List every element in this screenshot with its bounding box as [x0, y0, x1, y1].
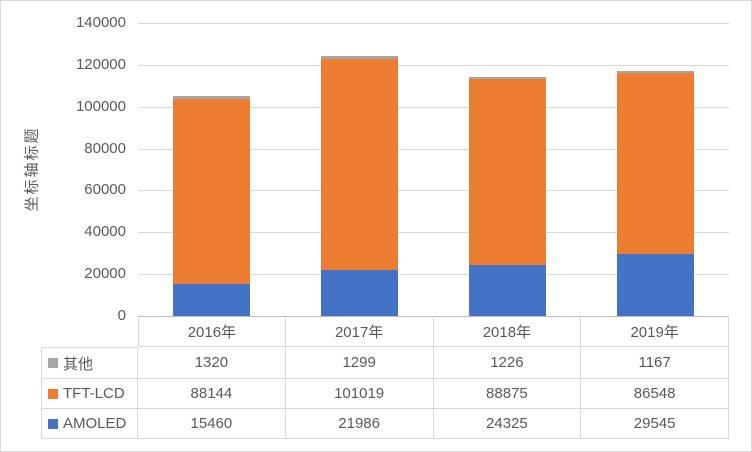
y-tick-label: 140000 — [75, 14, 126, 31]
table-value-cell: 1226 — [433, 347, 582, 379]
table-value-cell: 86548 — [581, 379, 729, 409]
table-row-label: AMOLED — [41, 409, 138, 439]
y-gridline — [138, 64, 729, 66]
series-name: 其他 — [63, 355, 94, 373]
table-value-cell: 15460 — [138, 409, 286, 439]
legend-swatch-icon — [48, 358, 58, 368]
table-value-cell: 1320 — [138, 347, 286, 379]
table-header-cell: 2016年 — [138, 316, 286, 347]
y-tick-label: 20000 — [84, 265, 126, 283]
bar-segment — [173, 99, 251, 284]
y-gridline — [138, 106, 729, 108]
table-row-label: TFT-LCD — [41, 379, 138, 409]
y-gridline — [138, 274, 729, 276]
y-gridline — [138, 23, 729, 24]
table-value-cell: 24325 — [433, 409, 582, 439]
legend-swatch-icon — [48, 418, 58, 429]
y-tick-label: 0 — [117, 307, 126, 324]
y-tick-label: 40000 — [84, 223, 126, 241]
table-value-cell: 1167 — [581, 347, 729, 379]
bar-segment — [321, 58, 399, 270]
y-gridline — [138, 148, 729, 150]
bar-segment — [173, 96, 251, 100]
y-tick-label: 100000 — [75, 97, 126, 115]
table-header-cell: 2018年 — [433, 316, 582, 347]
y-tick-label: 80000 — [84, 139, 126, 157]
data-table: 2016年 2017年 2018年 2019年其他 1320 1299 1226 1167 TF… — [41, 316, 729, 439]
y-axis-title: 坐标轴标题 — [23, 126, 41, 212]
series-name: AMOLED — [63, 415, 127, 432]
y-tick-label: 120000 — [75, 55, 126, 73]
table-value-cell: 29545 — [581, 409, 729, 439]
bar-segment — [468, 265, 546, 316]
bar-segment — [468, 76, 546, 80]
bar-segment — [616, 70, 694, 74]
bar-segment — [468, 79, 546, 266]
table-value-cell: 88144 — [138, 379, 286, 409]
y-tick-label: 60000 — [84, 181, 126, 199]
table-value-cell: 21986 — [285, 409, 434, 439]
bar-segment — [321, 269, 399, 316]
table-header-cell: 2019年 — [581, 316, 729, 347]
series-name: TFT-LCD — [63, 385, 125, 402]
bar-segment — [173, 283, 251, 316]
legend-swatch-icon — [48, 388, 58, 399]
table-corner-cell — [41, 316, 138, 347]
table-value-cell: 101019 — [285, 379, 434, 409]
bar-segment — [616, 254, 694, 316]
table-row-label: 其他 — [41, 347, 138, 379]
bar-segment — [616, 73, 694, 255]
table-value-cell: 88875 — [433, 379, 582, 409]
bar-segment — [321, 55, 399, 59]
table-header-cell: 2017年 — [285, 316, 434, 347]
y-gridline — [138, 190, 729, 192]
y-gridline — [138, 232, 729, 234]
table-value-cell: 1299 — [285, 347, 434, 379]
